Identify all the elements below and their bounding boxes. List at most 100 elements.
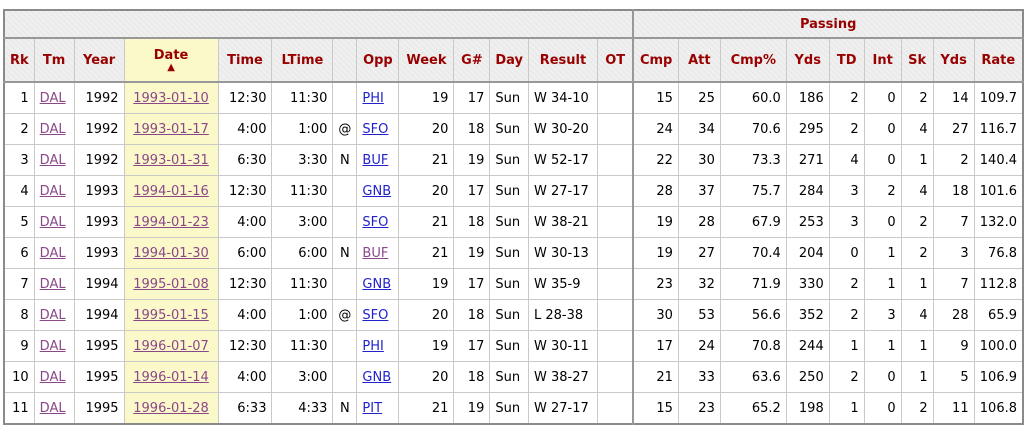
passing-gamelog-table: Passing Rk Tm Year Date ▲ Time LTime Opp Week G# D… <box>3 9 1024 425</box>
column-header-at[interactable] <box>332 37 358 83</box>
cell-int: 3 <box>863 299 902 331</box>
column-header-sk[interactable]: Sk <box>900 37 934 83</box>
cell-opp: GNB <box>356 361 400 393</box>
column-header-ltime[interactable]: LTime <box>271 37 334 83</box>
cell-skyds: 14 <box>932 81 975 114</box>
cell-time: 12:30 <box>217 81 273 114</box>
column-header-rk[interactable]: Rk <box>3 37 35 83</box>
column-header-opp[interactable]: Opp <box>356 37 400 83</box>
team-link[interactable]: DAL <box>39 214 66 230</box>
opp-link[interactable]: SFO <box>362 307 389 323</box>
opp-link[interactable]: PIT <box>362 400 383 416</box>
column-header-time[interactable]: Time <box>217 37 273 83</box>
column-header-label: Rk <box>10 52 29 68</box>
date-link[interactable]: 1996-01-14 <box>133 369 209 385</box>
cell-att: 33 <box>677 361 721 393</box>
date-link[interactable]: 1994-01-16 <box>133 183 209 199</box>
group-header-row: Passing <box>3 9 1024 39</box>
team-link[interactable]: DAL <box>39 245 66 261</box>
cell-tm: DAL <box>33 392 75 425</box>
cell-year: 1992 <box>73 81 125 114</box>
column-header-label: Tm <box>42 52 66 68</box>
cell-date: 1996-01-14 <box>123 361 219 393</box>
column-header-int[interactable]: Int <box>863 37 902 83</box>
opp-link[interactable]: GNB <box>362 369 392 385</box>
column-header-skyds[interactable]: Yds <box>932 37 975 83</box>
cell-rk: 11 <box>3 392 35 425</box>
cell-td: 3 <box>828 206 865 238</box>
column-header-cmp[interactable]: Cmp <box>632 37 679 83</box>
opp-link[interactable]: BUF <box>362 245 389 261</box>
cell-cmp: 17 <box>632 330 679 362</box>
team-link[interactable]: DAL <box>39 276 66 292</box>
cell-tm: DAL <box>33 330 75 362</box>
opp-link[interactable]: SFO <box>362 121 389 137</box>
cell-rk: 7 <box>3 268 35 300</box>
cell-att: 28 <box>677 206 721 238</box>
column-header-att[interactable]: Att <box>677 37 721 83</box>
cell-att: 25 <box>677 81 721 114</box>
cell-ot <box>596 299 634 331</box>
date-link[interactable]: 1995-01-15 <box>133 307 209 323</box>
team-link[interactable]: DAL <box>39 121 66 137</box>
opp-link[interactable]: PHI <box>362 338 384 354</box>
date-link[interactable]: 1993-01-31 <box>133 152 209 168</box>
date-link[interactable]: 1994-01-30 <box>133 245 209 261</box>
date-link[interactable]: 1994-01-23 <box>133 214 209 230</box>
column-header-td[interactable]: TD <box>828 37 865 83</box>
cell-int: 0 <box>863 206 902 238</box>
date-link[interactable]: 1993-01-10 <box>133 90 209 106</box>
cell-g: 18 <box>453 299 491 331</box>
cell-result: W 30-20 <box>527 113 598 145</box>
cell-yds: 295 <box>785 113 830 145</box>
team-link[interactable]: DAL <box>39 338 66 354</box>
opp-link[interactable]: SFO <box>362 214 389 230</box>
column-header-year[interactable]: Year <box>73 37 125 83</box>
column-header-tm[interactable]: Tm <box>33 37 75 83</box>
cell-opp: BUF <box>356 144 400 176</box>
column-header-yds[interactable]: Yds <box>785 37 830 83</box>
team-link[interactable]: DAL <box>39 90 66 106</box>
cell-ot <box>596 268 634 300</box>
cell-week: 20 <box>398 299 455 331</box>
cell-cmp: 24 <box>632 113 679 145</box>
team-link[interactable]: DAL <box>39 307 66 323</box>
cell-cmppct: 67.9 <box>719 206 787 238</box>
date-link[interactable]: 1995-01-08 <box>133 276 209 292</box>
column-header-cmppct[interactable]: Cmp% <box>719 37 787 83</box>
opp-link[interactable]: BUF <box>362 152 389 168</box>
opp-link[interactable]: PHI <box>362 90 384 106</box>
cell-opp: BUF <box>356 237 400 269</box>
column-header-result[interactable]: Result <box>527 37 598 83</box>
opp-link[interactable]: GNB <box>362 276 392 292</box>
column-header-week[interactable]: Week <box>398 37 455 83</box>
cell-rate: 132.0 <box>973 206 1024 238</box>
date-link[interactable]: 1993-01-17 <box>133 121 209 137</box>
team-link[interactable]: DAL <box>39 183 66 199</box>
cell-date: 1994-01-16 <box>123 175 219 207</box>
team-link[interactable]: DAL <box>39 152 66 168</box>
cell-rate: 106.9 <box>973 361 1024 393</box>
cell-ltime: 1:00 <box>271 299 334 331</box>
cell-at <box>332 268 358 300</box>
team-link[interactable]: DAL <box>39 369 66 385</box>
cell-cmppct: 75.7 <box>719 175 787 207</box>
cell-yds: 186 <box>785 81 830 114</box>
column-header-rate[interactable]: Rate <box>973 37 1024 83</box>
cell-cmp: 23 <box>632 268 679 300</box>
cell-cmppct: 63.6 <box>719 361 787 393</box>
opp-link[interactable]: GNB <box>362 183 392 199</box>
cell-rate: 112.8 <box>973 268 1024 300</box>
cell-day: Sun <box>489 268 529 300</box>
team-link[interactable]: DAL <box>39 400 66 416</box>
cell-at: @ <box>332 113 358 145</box>
date-link[interactable]: 1996-01-07 <box>133 338 209 354</box>
column-header-ot[interactable]: OT <box>596 37 634 83</box>
column-header-date[interactable]: Date ▲ <box>123 37 219 83</box>
cell-cmppct: 71.9 <box>719 268 787 300</box>
date-link[interactable]: 1996-01-28 <box>133 400 209 416</box>
column-header-day[interactable]: Day <box>489 37 529 83</box>
column-header-label: Week <box>406 52 447 68</box>
cell-td: 3 <box>828 175 865 207</box>
column-header-g[interactable]: G# <box>453 37 491 83</box>
